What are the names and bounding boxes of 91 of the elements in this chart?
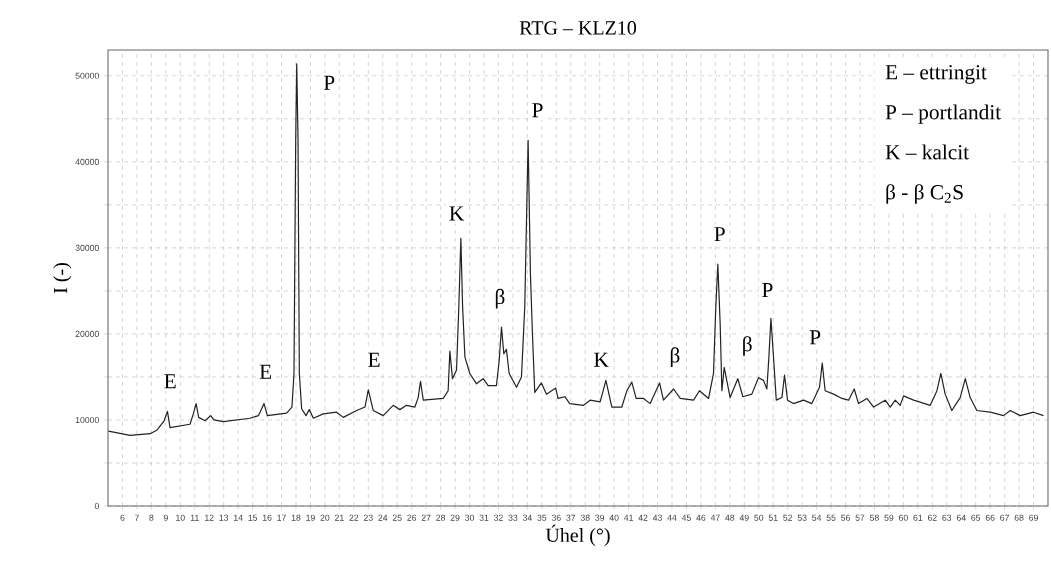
x-tick-label: 32 <box>493 514 503 521</box>
x-tick-label: 66 <box>985 514 995 521</box>
y-tick-label: 50000 <box>75 72 99 79</box>
x-tick-label: 30 <box>465 514 475 521</box>
y-tick-label: 20000 <box>75 330 99 337</box>
x-tick-label: 20 <box>320 514 330 521</box>
annotation: K <box>449 206 464 221</box>
x-tick-label: 9 <box>163 514 168 521</box>
x-tick-label: 28 <box>436 514 446 521</box>
x-tick-label: 23 <box>363 514 373 521</box>
x-tick-label: 39 <box>595 514 605 521</box>
x-tick-label: 24 <box>378 514 388 521</box>
x-tick-label: 7 <box>134 514 139 521</box>
x-tick-label: 47 <box>710 514 720 521</box>
x-tick-label: 25 <box>392 514 402 521</box>
annotation: P – portlandit <box>885 104 1002 124</box>
x-tick-label: 67 <box>1000 514 1009 521</box>
y-axis-title: I (-) <box>53 263 72 294</box>
x-tick-label: 11 <box>190 514 199 521</box>
x-tick-label: 43 <box>652 514 662 521</box>
x-tick-label: 53 <box>797 514 807 521</box>
x-tick-label: 37 <box>566 514 576 521</box>
x-tick-label: 29 <box>450 514 460 521</box>
x-tick-label: 22 <box>349 514 359 521</box>
x-tick-label: 54 <box>812 514 822 521</box>
x-tick-label: 19 <box>306 514 315 521</box>
x-tick-label: 45 <box>681 514 691 521</box>
x-tick-label: 14 <box>234 514 243 521</box>
x-axis-title: Úhel (°) <box>545 524 610 547</box>
x-tick-label: 51 <box>768 514 778 521</box>
x-tick-label: 12 <box>205 514 214 521</box>
x-tick-label: 33 <box>508 514 518 521</box>
x-tick-label: 65 <box>971 514 981 521</box>
x-tick-label: 21 <box>335 514 344 521</box>
x-tick-label: 41 <box>624 514 633 521</box>
annotation: K <box>594 352 609 367</box>
x-tick-label: 38 <box>580 514 590 521</box>
x-tick-label: 69 <box>1029 514 1038 521</box>
x-tick-label: 57 <box>855 514 865 521</box>
annotation: E <box>259 364 272 379</box>
annotation: P <box>532 103 543 118</box>
annotation: E <box>164 374 176 389</box>
annotation: P <box>762 283 773 298</box>
x-tick-label: 27 <box>421 514 431 521</box>
x-tick-label: 55 <box>826 514 836 521</box>
x-tick-label: 18 <box>291 514 301 521</box>
x-tick-label: 35 <box>537 514 547 521</box>
x-tick-label: 17 <box>277 514 286 521</box>
x-tick-label: 44 <box>667 514 677 521</box>
x-tick-label: 56 <box>841 514 850 521</box>
x-tick-label: 42 <box>638 514 648 521</box>
x-tick-label: 49 <box>739 514 749 521</box>
x-tick-label: 26 <box>407 514 417 521</box>
annotation: β <box>743 336 752 356</box>
annotation: β - β C$_{2}$S <box>886 184 963 204</box>
x-tick-label: 13 <box>219 514 229 521</box>
annotation: β <box>495 288 505 309</box>
x-tick-label: 61 <box>913 514 923 521</box>
annotation: E <box>368 352 380 367</box>
annotation: P <box>323 75 335 90</box>
x-tick-label: 34 <box>522 514 532 521</box>
x-tick-label: 40 <box>609 514 619 521</box>
x-tick-label: 16 <box>262 514 272 521</box>
x-tick-label: 68 <box>1014 514 1024 521</box>
y-tick-label: 10000 <box>75 416 99 424</box>
x-tick-label: 64 <box>956 514 966 521</box>
chart-title: RTG – KLZ10 <box>519 21 637 35</box>
x-tick-label: 60 <box>899 514 908 521</box>
annotation: E – ettringit <box>885 65 987 84</box>
x-tick-label: 46 <box>696 514 706 521</box>
x-tick-label: 10 <box>176 514 185 521</box>
y-tick-label: 30000 <box>75 244 99 251</box>
x-tick-label: 36 <box>551 514 561 521</box>
line-series <box>108 63 1045 437</box>
annotation: P <box>809 330 821 345</box>
annotation: P <box>714 227 725 242</box>
x-tick-label: 50 <box>754 514 764 521</box>
x-tick-label: 62 <box>927 514 937 521</box>
y-tick-label: 0 <box>94 502 99 510</box>
x-tick-label: 15 <box>248 514 258 521</box>
x-tick-label: 63 <box>942 514 952 521</box>
annotation: K – kalcit <box>885 144 970 160</box>
x-tick-label: 31 <box>479 514 489 521</box>
x-tick-label: 59 <box>884 514 894 521</box>
x-tick-label: 48 <box>725 514 735 521</box>
x-tick-label: 6 <box>120 514 125 521</box>
y-tick-label: 40000 <box>75 158 99 165</box>
x-tick-label: 52 <box>783 514 793 521</box>
x-tick-label: 58 <box>869 514 879 521</box>
x-tick-label: 8 <box>149 514 154 521</box>
annotation: β <box>670 347 680 367</box>
